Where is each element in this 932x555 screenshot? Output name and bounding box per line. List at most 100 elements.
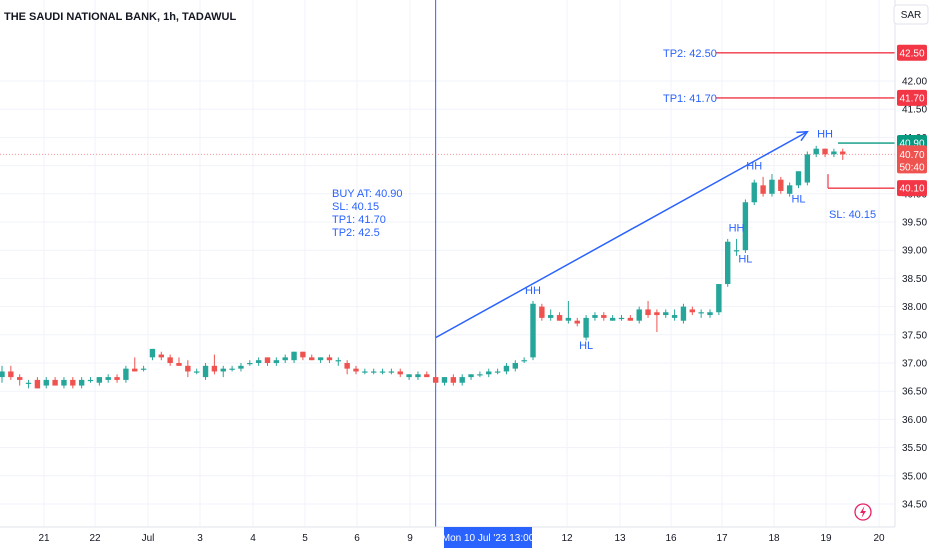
candle-body xyxy=(698,312,704,314)
current-price-tag xyxy=(897,145,927,174)
candle-body xyxy=(255,360,262,363)
candle-body xyxy=(565,317,572,321)
candle xyxy=(486,368,492,378)
candles[interactable] xyxy=(0,145,846,389)
price-tag-text: 41.70 xyxy=(899,93,924,104)
candle xyxy=(424,371,430,378)
candle xyxy=(344,360,350,375)
candle-body xyxy=(574,320,580,324)
candle-body xyxy=(149,348,156,358)
candle xyxy=(441,377,448,386)
annotations: TP2: 42.50 TP1: 41.70 SL: 40.15 HH HL HH HL HH H… xyxy=(435,48,876,352)
candle xyxy=(185,360,191,378)
candle-body xyxy=(282,357,288,361)
candle-body xyxy=(486,371,492,375)
candle xyxy=(309,354,315,361)
candle xyxy=(494,368,501,375)
candle-body xyxy=(424,374,430,378)
price-tag xyxy=(897,44,927,61)
candle xyxy=(459,374,465,386)
candle xyxy=(114,374,120,383)
x-tick-label: Jul xyxy=(142,533,155,544)
trade-note-line: TP2: 42.5 xyxy=(332,227,380,239)
candle xyxy=(618,315,625,321)
grid xyxy=(0,0,895,527)
candle-body xyxy=(769,179,775,194)
candle-body xyxy=(671,315,678,318)
candle xyxy=(371,368,377,375)
candle xyxy=(663,309,669,318)
candle xyxy=(450,374,457,386)
y-tick-label: 37.00 xyxy=(902,359,927,370)
candle-body xyxy=(371,371,377,373)
candle-body xyxy=(459,377,465,383)
x-tick-label: 22 xyxy=(89,533,101,544)
candle xyxy=(397,368,403,378)
candle xyxy=(831,148,837,158)
price-tag-text: 40.90 xyxy=(899,139,924,150)
candle xyxy=(43,377,49,389)
candle xyxy=(530,300,536,361)
price-tag xyxy=(897,180,927,197)
candle xyxy=(326,354,333,363)
candle-body xyxy=(132,368,138,372)
candle-body xyxy=(831,151,837,155)
candle xyxy=(636,306,642,324)
swing-label: HL xyxy=(738,254,752,266)
candle-body xyxy=(415,374,421,378)
candle-body xyxy=(804,154,811,183)
candle-body xyxy=(0,371,5,378)
trade-note-line: SL: 40.15 xyxy=(332,201,379,213)
candle-body xyxy=(335,360,341,362)
candle xyxy=(813,145,819,158)
candle-body xyxy=(202,365,209,378)
candle-body xyxy=(176,363,182,366)
candle-body xyxy=(291,351,297,361)
y-tick-label: 38.50 xyxy=(902,274,927,285)
axes: 34.50 35.00 35.50 36.00 36.50 37.00 37.50 38.00… xyxy=(0,0,927,544)
candle xyxy=(167,354,173,366)
candle xyxy=(751,179,757,206)
candle-body xyxy=(17,377,23,380)
candle-body xyxy=(185,365,191,372)
candle-body xyxy=(494,371,501,373)
candle-body xyxy=(362,371,368,373)
candle-body xyxy=(548,315,554,318)
y-tick-label: 37.50 xyxy=(902,330,927,341)
candle xyxy=(548,309,554,321)
candle-body xyxy=(654,312,660,316)
candle-body xyxy=(468,374,474,378)
candle-body xyxy=(238,365,244,369)
candle-body xyxy=(627,317,634,321)
candle-body xyxy=(34,379,41,389)
swing-label: HH xyxy=(817,128,833,140)
candle xyxy=(220,365,226,378)
y-tick-label: 38.00 xyxy=(902,302,927,313)
candle-body xyxy=(309,357,315,361)
candle xyxy=(468,374,474,380)
candle-body xyxy=(25,382,32,384)
lightning-icon[interactable] xyxy=(854,503,872,521)
x-tick-label: 6 xyxy=(354,533,360,544)
currency-button[interactable]: SAR xyxy=(893,4,929,25)
x-tick-label: 13 xyxy=(614,533,626,544)
candle-body xyxy=(105,377,111,380)
candle-body xyxy=(601,315,607,318)
candle xyxy=(247,360,253,366)
candle xyxy=(105,374,111,383)
trend-arrow-line xyxy=(435,131,808,339)
candle xyxy=(760,176,766,197)
candle-body xyxy=(123,368,129,380)
candle-body xyxy=(406,374,412,378)
candle-body xyxy=(220,368,226,372)
candle-body xyxy=(140,368,147,370)
candle-body xyxy=(592,315,598,318)
candle xyxy=(273,357,280,366)
candle xyxy=(689,306,695,316)
x-tick-label: 5 xyxy=(302,533,308,544)
price-tag-text: 40.10 xyxy=(899,184,924,195)
crosshair-x-label-text: Mon 10 Jul '23 13:00 xyxy=(442,533,535,544)
candle-body xyxy=(822,148,828,155)
